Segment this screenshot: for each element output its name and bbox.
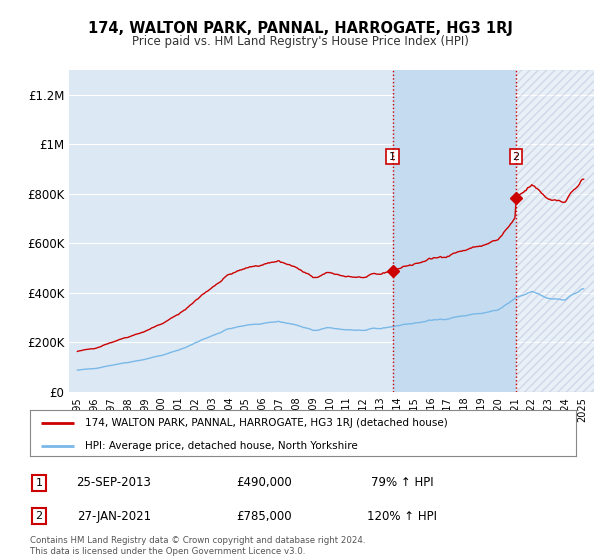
Text: £785,000: £785,000 bbox=[236, 510, 292, 523]
Text: HPI: Average price, detached house, North Yorkshire: HPI: Average price, detached house, Nort… bbox=[85, 441, 358, 451]
Text: £490,000: £490,000 bbox=[236, 476, 292, 489]
Text: 2: 2 bbox=[512, 152, 520, 162]
Text: 1: 1 bbox=[35, 478, 43, 488]
Bar bbox=[516, 70, 600, 392]
Text: 1: 1 bbox=[389, 152, 396, 162]
Text: 120% ↑ HPI: 120% ↑ HPI bbox=[367, 510, 437, 523]
Text: Contains HM Land Registry data © Crown copyright and database right 2024.
This d: Contains HM Land Registry data © Crown c… bbox=[30, 536, 365, 556]
Text: 174, WALTON PARK, PANNAL, HARROGATE, HG3 1RJ: 174, WALTON PARK, PANNAL, HARROGATE, HG3… bbox=[88, 21, 512, 36]
Text: 25-SEP-2013: 25-SEP-2013 bbox=[77, 476, 151, 489]
Bar bbox=[392, 70, 516, 392]
Text: 174, WALTON PARK, PANNAL, HARROGATE, HG3 1RJ (detached house): 174, WALTON PARK, PANNAL, HARROGATE, HG3… bbox=[85, 418, 448, 428]
Text: 79% ↑ HPI: 79% ↑ HPI bbox=[371, 476, 433, 489]
Text: 2: 2 bbox=[35, 511, 43, 521]
Text: Price paid vs. HM Land Registry's House Price Index (HPI): Price paid vs. HM Land Registry's House … bbox=[131, 35, 469, 48]
Text: 27-JAN-2021: 27-JAN-2021 bbox=[77, 510, 151, 523]
